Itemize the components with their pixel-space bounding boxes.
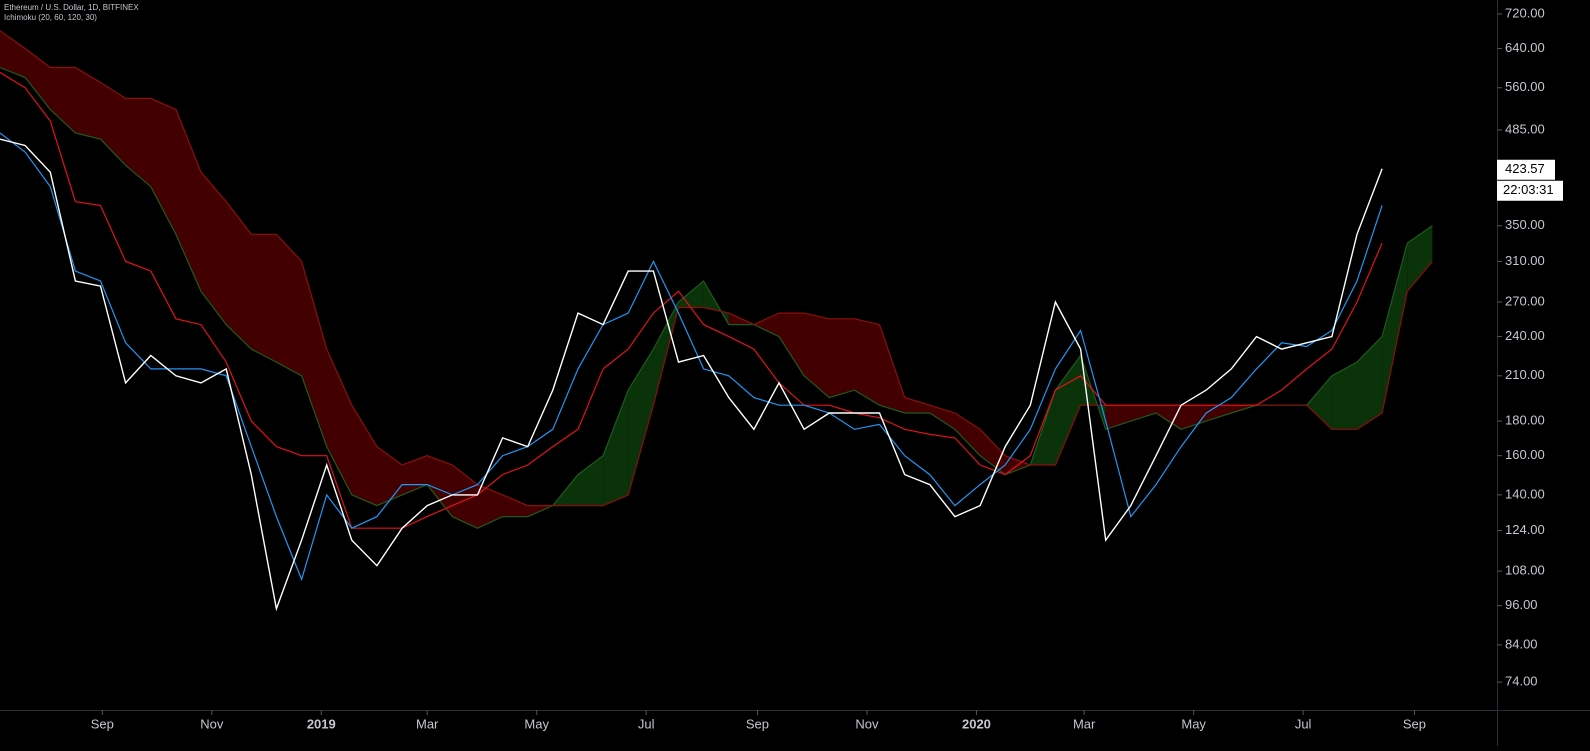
cloud-segment (1105, 405, 1131, 430)
cloud-segment (376, 446, 403, 506)
cloud-segment (175, 109, 202, 292)
countdown: 22:03:31 (1503, 182, 1554, 197)
cloud-segment (502, 494, 528, 517)
cloud-segment (1306, 375, 1332, 430)
cloud-segment (980, 429, 1006, 475)
cloud-segment (226, 201, 252, 350)
cloud-segment (779, 313, 805, 376)
cloud-segment (1130, 405, 1156, 422)
cloud-segment (678, 281, 704, 308)
cloud-segment (1356, 336, 1383, 430)
x-tick-label: May (1181, 716, 1206, 731)
cloud-segment (351, 405, 377, 506)
y-tick-label: 96.00 (1505, 597, 1538, 612)
x-tick-label: Sep (1403, 716, 1426, 731)
y-tick-label: 74.00 (1505, 674, 1538, 689)
cloud-segment (25, 48, 51, 110)
cloud-segment (1382, 243, 1408, 414)
cloud-segment (628, 349, 654, 495)
cloud-segment (804, 313, 830, 398)
y-tick-label: 640.00 (1505, 40, 1545, 55)
plot-area (0, 30, 1433, 612)
x-tick-label: Nov (200, 716, 224, 731)
y-tick-label: 270.00 (1505, 293, 1545, 308)
cloud-segment (477, 484, 503, 529)
x-tick-label: 2020 (962, 716, 991, 731)
countdown-box (1497, 180, 1563, 201)
x-tick-label: Mar (1073, 716, 1096, 731)
y-tick-label: 160.00 (1505, 447, 1545, 462)
cloud-segment (452, 464, 478, 529)
x-tick-label: Sep (91, 716, 114, 731)
cloud-segment (251, 234, 277, 363)
last-price-box (1497, 159, 1555, 180)
cloud-segment (100, 82, 126, 166)
cloud-segment (1181, 405, 1207, 430)
cloud-segment (879, 324, 905, 414)
y-tick-label: 720.00 (1505, 5, 1545, 20)
x-tick-label: Sep (746, 716, 769, 731)
y-tick-label: 180.00 (1505, 413, 1545, 428)
cloud-segment (427, 455, 453, 517)
line-base (0, 71, 1383, 529)
cloud-segment (301, 261, 327, 447)
cloud-segment (1155, 405, 1182, 430)
cloud-segment (577, 455, 604, 506)
cloud-segment (854, 318, 880, 406)
x-tick-label: Nov (855, 716, 879, 731)
x-tick-label: Jul (638, 716, 655, 731)
y-tick-label: 240.00 (1505, 328, 1545, 343)
line-span-a (0, 66, 1433, 529)
cloud-segment (125, 98, 151, 187)
x-tick-label: Mar (416, 716, 439, 731)
last-price: 423.57 (1505, 161, 1545, 176)
y-tick-label: 560.00 (1505, 79, 1545, 94)
y-tick-label: 210.00 (1505, 367, 1545, 382)
y-tick-label: 84.00 (1505, 636, 1538, 651)
y-tick-label: 124.00 (1505, 522, 1545, 537)
cloud-segment (829, 318, 855, 398)
indicator-label: Ichimoku (20, 60, 120, 30) (4, 13, 97, 22)
y-tick-label: 140.00 (1505, 486, 1545, 501)
cloud-segment (1331, 362, 1357, 430)
cloud-segment (150, 98, 176, 235)
cloud-segment (0, 30, 26, 78)
y-tick-label: 485.00 (1505, 121, 1545, 136)
y-tick-label: 108.00 (1505, 563, 1545, 578)
cloud-segment (75, 67, 101, 140)
cloud-segment (1055, 355, 1081, 465)
cloud-segment (276, 234, 302, 376)
cloud-segment (753, 313, 780, 337)
y-tick-label: 350.00 (1505, 217, 1545, 232)
cloud-segment (904, 397, 930, 414)
y-tick-label: 310.00 (1505, 253, 1545, 268)
cloud-segment (1407, 225, 1433, 292)
cloud-segment (201, 172, 227, 325)
cloud-segment (50, 67, 76, 134)
cloud-segment (954, 413, 981, 456)
cloud-segment (603, 390, 629, 506)
x-tick-label: Jul (1295, 716, 1312, 731)
line-price (0, 138, 1383, 612)
chart-title: Ethereum / U.S. Dollar, 1D, BITFINEX (4, 3, 139, 12)
x-tick-label: 2019 (307, 716, 336, 731)
x-tick-label: May (524, 716, 549, 731)
